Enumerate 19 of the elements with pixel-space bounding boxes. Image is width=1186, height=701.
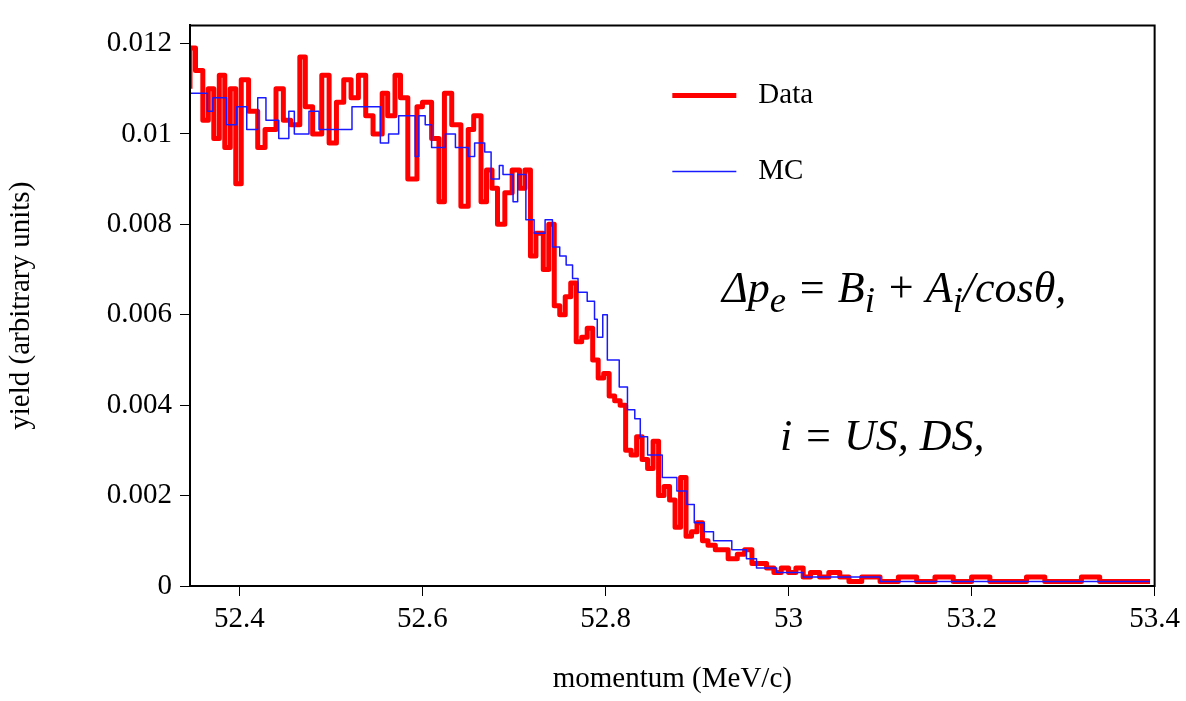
annotation: i = US, DS,	[780, 410, 985, 461]
y-tick-label: 0	[157, 567, 172, 600]
x-tick-label: 53	[774, 601, 804, 634]
x-tick-label: 52.6	[397, 601, 448, 634]
annotation: Δp$_{e}$ = B$_{i}$ + A$_{i}$/cosθ,	[722, 262, 1067, 321]
x-tick-label: 53.2	[946, 601, 997, 634]
y-tick-label: 0.006	[106, 296, 172, 329]
x-tick-label: 53.4	[1129, 601, 1181, 634]
legend-label: MC	[758, 153, 804, 186]
y-tick-label: 0.012	[106, 25, 172, 58]
x-tick-label: 52.8	[580, 601, 631, 634]
y-axis-title: yield (arbitrary units)	[3, 181, 37, 430]
y-tick-label: 0.01	[121, 115, 172, 148]
y-tick-label: 0.004	[106, 386, 173, 419]
legend-label: Data	[758, 77, 814, 110]
y-tick-label: 0.002	[106, 477, 172, 510]
y-tick-label: 0.008	[106, 205, 172, 238]
x-axis-title: momentum (MeV/c)	[552, 661, 792, 695]
x-tick-label: 52.4	[214, 601, 266, 634]
